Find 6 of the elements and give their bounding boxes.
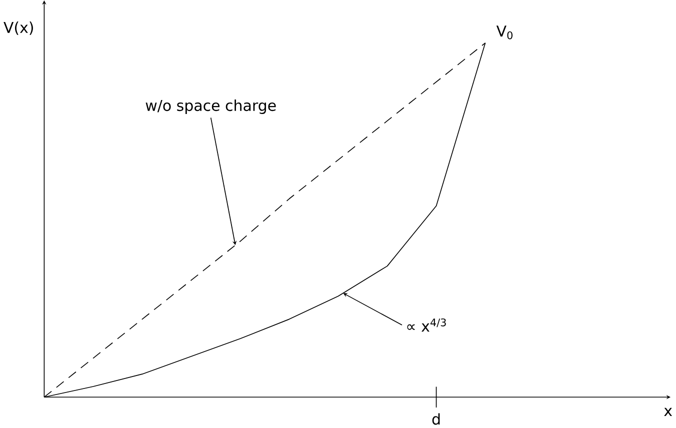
text: d [432, 413, 440, 425]
text: x [664, 408, 672, 416]
text: V$_{0}$ [496, 26, 513, 40]
annotation: ∝ x$^{4/3}$ [407, 318, 446, 332]
y-axis-title: V(x) [4, 21, 33, 35]
annotation: w/o space charge [146, 99, 276, 114]
